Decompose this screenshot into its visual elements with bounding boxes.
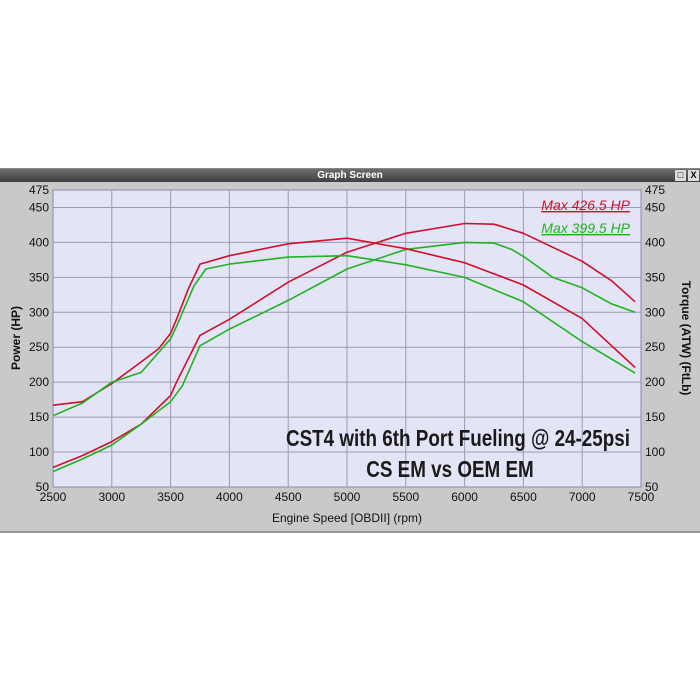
x-tick-label: 6000 bbox=[451, 490, 478, 504]
y2-tick-label: 150 bbox=[645, 410, 665, 424]
y2-tick-label: 450 bbox=[645, 200, 665, 214]
x-tick-label: 7500 bbox=[628, 490, 655, 504]
green-torque-line bbox=[52, 254, 636, 417]
annotation-red-max: Max 426.5 HP bbox=[541, 197, 630, 213]
red-power-line bbox=[52, 222, 636, 469]
y2-tick-label: 400 bbox=[645, 235, 665, 249]
y-axis-label: Power (HP) bbox=[9, 306, 23, 370]
y2-tick-label: 200 bbox=[645, 375, 665, 389]
x-tick-label: 3500 bbox=[157, 490, 184, 504]
x-axis-label: Engine Speed [OBDII] (rpm) bbox=[272, 511, 422, 525]
chart-subtitle: CS EM vs OEM EM bbox=[366, 457, 534, 482]
x-tick-label: 5000 bbox=[334, 490, 361, 504]
y-tick-label: 150 bbox=[29, 410, 49, 424]
y2-tick-label: 250 bbox=[645, 340, 665, 354]
chart-title: CST4 with 6th Port Fueling @ 24-25psi bbox=[286, 426, 630, 451]
y-tick-label: 475 bbox=[29, 183, 49, 197]
y-tick-label: 350 bbox=[29, 270, 49, 284]
y2-tick-label: 300 bbox=[645, 305, 665, 319]
y-tick-label: 250 bbox=[29, 340, 49, 354]
x-tick-label: 4000 bbox=[216, 490, 243, 504]
y-tick-label: 100 bbox=[29, 445, 49, 459]
x-tick-label: 3000 bbox=[98, 490, 125, 504]
y-tick-label: 50 bbox=[36, 480, 50, 494]
x-tick-label: 4500 bbox=[275, 490, 302, 504]
y-tick-label: 200 bbox=[29, 375, 49, 389]
y-tick-label: 300 bbox=[29, 305, 49, 319]
y-tick-label: 450 bbox=[29, 200, 49, 214]
annotation-green-max: Max 399.5 HP bbox=[541, 220, 630, 236]
window-title: Graph Screen bbox=[317, 170, 383, 181]
y2-tick-label: 475 bbox=[645, 183, 665, 197]
window-titlebar: Graph Screen □ X bbox=[0, 169, 700, 182]
red-torque-line bbox=[52, 237, 636, 406]
x-tick-label: 5500 bbox=[392, 490, 419, 504]
y2-tick-label: 350 bbox=[645, 270, 665, 284]
x-tick-label: 6500 bbox=[510, 490, 537, 504]
y2-tick-label: 100 bbox=[645, 445, 665, 459]
green-power-line bbox=[52, 241, 636, 473]
x-tick-label: 7000 bbox=[569, 490, 596, 504]
x-tick-label: 2500 bbox=[40, 490, 67, 504]
y-tick-label: 400 bbox=[29, 235, 49, 249]
y2-axis-label: Torque (ATW) (FtLb) bbox=[679, 281, 693, 396]
y2-tick-label: 50 bbox=[645, 480, 659, 494]
close-button[interactable]: X bbox=[688, 170, 699, 181]
restore-icon[interactable]: □ bbox=[675, 170, 686, 181]
